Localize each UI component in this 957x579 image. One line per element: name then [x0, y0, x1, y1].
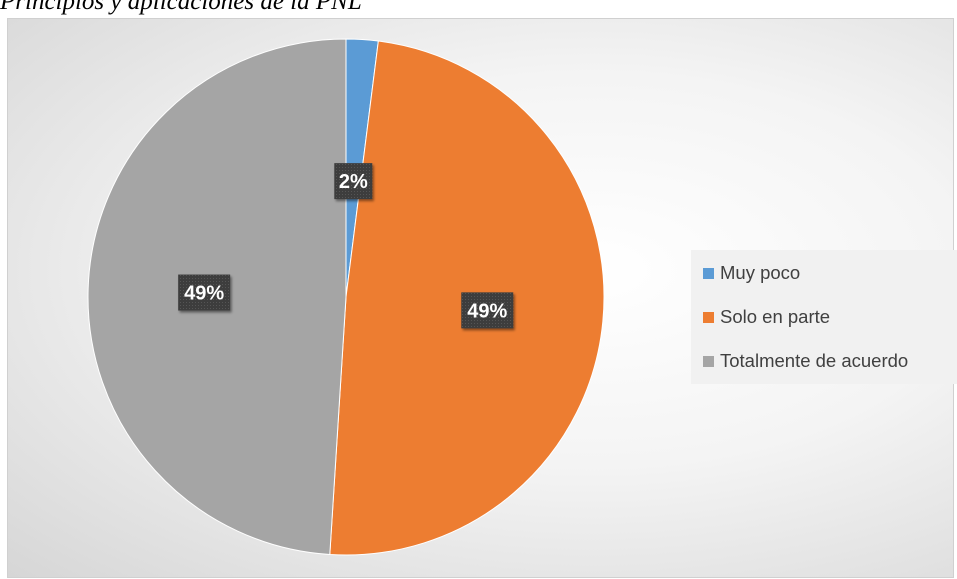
- data-label-box-totalmente-de-acuerdo: [178, 274, 231, 311]
- data-label-totalmente-de-acuerdo: 49%: [178, 274, 231, 311]
- legend-swatch-muy-poco: [703, 267, 714, 279]
- legend-swatch-totalmente-de-acuerdo: [703, 355, 714, 367]
- data-label-text-solo-en-parte: 49%: [467, 300, 507, 322]
- chart-area: 2% 49% 49% Muy poco Solo en parte Totalmen…: [7, 18, 957, 578]
- data-label-box-solo-en-parte: [461, 292, 514, 329]
- legend-item-solo-en-parte: Solo en parte: [703, 306, 830, 328]
- pie-chart: 2% 49% 49%: [87, 38, 605, 556]
- data-label-solo-en-parte: 49%: [461, 292, 514, 329]
- data-label-text-totalmente-de-acuerdo: 49%: [184, 283, 224, 305]
- chart-legend: Muy poco Solo en parte Totalmente de acu…: [691, 250, 957, 384]
- data-label-box-muy-poco: [334, 163, 373, 200]
- legend-item-totalmente-de-acuerdo: Totalmente de acuerdo: [703, 350, 908, 372]
- legend-item-muy-poco: Muy poco: [703, 262, 800, 284]
- legend-swatch-solo-en-parte: [703, 311, 714, 323]
- data-label-text-muy-poco: 2%: [339, 171, 368, 193]
- chart-caption: Principios y aplicaciones de la PNL: [0, 0, 362, 15]
- legend-label-muy-poco: Muy poco: [720, 262, 801, 283]
- data-label-muy-poco: 2%: [334, 163, 373, 200]
- legend-label-solo-en-parte: Solo en parte: [720, 306, 831, 327]
- legend-label-totalmente-de-acuerdo: Totalmente de acuerdo: [720, 350, 909, 371]
